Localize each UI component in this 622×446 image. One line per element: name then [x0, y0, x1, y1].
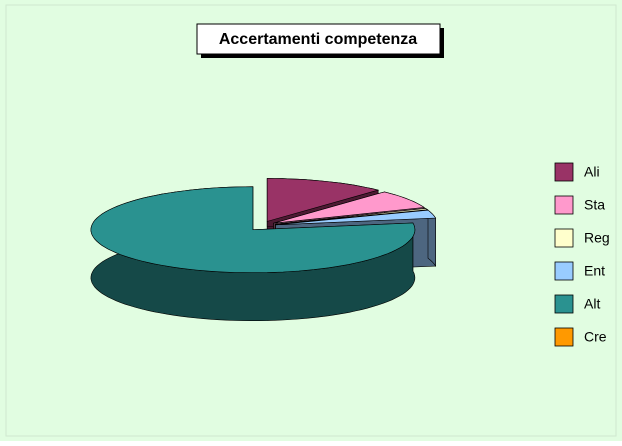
slice — [266, 178, 380, 222]
legend-label: Alt — [584, 296, 600, 312]
legend-label: Ali — [584, 164, 600, 180]
legend-label: Cre — [584, 329, 607, 345]
legend-label: Reg — [584, 230, 610, 246]
legend-swatch — [554, 228, 574, 248]
legend-swatch — [554, 195, 574, 215]
title-box — [196, 23, 441, 55]
legend-swatch — [554, 162, 574, 182]
legend-swatch — [554, 294, 574, 314]
slice — [275, 209, 437, 226]
legend-label: Ent — [584, 263, 605, 279]
chart-border — [5, 4, 617, 437]
legend-swatch — [554, 261, 574, 281]
slice — [273, 191, 426, 224]
legend-swatch — [554, 327, 574, 347]
slice — [275, 208, 429, 225]
slice — [90, 186, 416, 274]
chart-title: Accertamenti competenza — [219, 31, 417, 48]
legend-label: Sta — [584, 197, 605, 213]
